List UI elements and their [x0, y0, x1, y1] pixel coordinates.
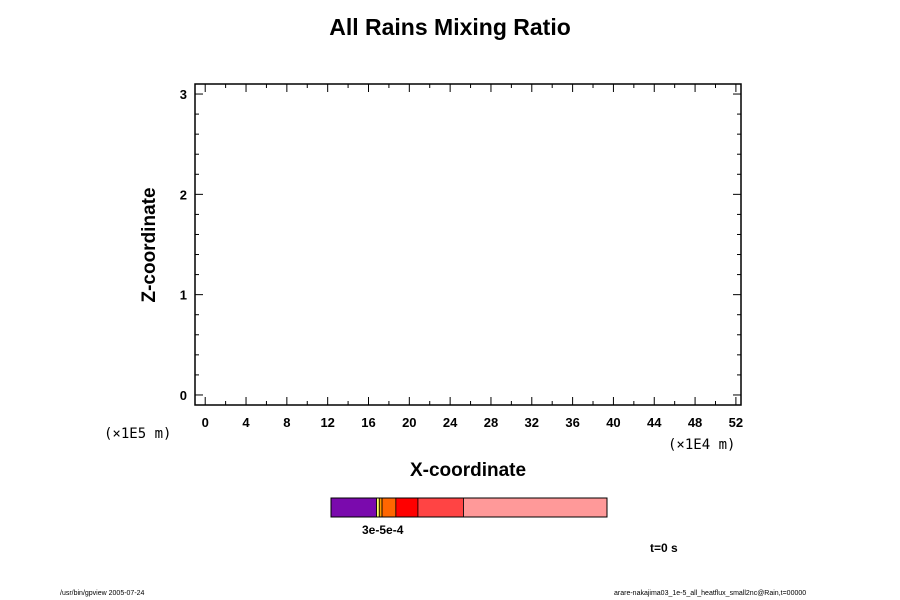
x-tick-label: 40 — [606, 415, 620, 430]
colorbar-segment — [463, 497, 608, 518]
colorbar-segment — [378, 497, 383, 518]
colorbar-segment — [376, 497, 380, 518]
x-tick-label: 28 — [484, 415, 498, 430]
colorbar-segment — [417, 497, 464, 518]
x-axis: 0 4 8 12 16 20 24 28 32 36 40 44 48 52 — [202, 84, 743, 430]
x-tick-label: 52 — [729, 415, 743, 430]
plot-area — [194, 83, 742, 406]
x-tick-label: 12 — [320, 415, 334, 430]
x-tick-label: 4 — [242, 415, 250, 430]
x-axis-label: X-coordinate — [409, 460, 527, 481]
colorbar-label: 3e-5e-4 — [362, 523, 404, 537]
y-axis-label: Z-coordinate — [139, 187, 160, 303]
x-tick-label: 44 — [647, 415, 662, 430]
colorbar — [330, 497, 608, 518]
colorbar-frame — [330, 497, 608, 518]
x-tick-label: 8 — [283, 415, 290, 430]
y-tick-label: 3 — [180, 87, 187, 102]
colorbar-segment — [381, 497, 397, 518]
chart-title: All Rains Mixing Ratio — [329, 14, 571, 40]
x-tick-label: 20 — [402, 415, 416, 430]
y-axis: 0 1 2 3 — [180, 87, 741, 403]
x-tick-label: 0 — [202, 415, 209, 430]
footer-source: arare-nakajima03_1e-5_all_heatflux_small… — [614, 590, 807, 597]
time-annotation: t=0 s — [650, 541, 678, 555]
x-tick-label: 16 — [361, 415, 375, 430]
x-tick-label: 24 — [443, 415, 458, 430]
y-tick-label: 1 — [180, 288, 187, 303]
colorbar-segment — [395, 497, 419, 518]
x-tick-label: 36 — [565, 415, 579, 430]
colorbar-segment — [330, 497, 377, 518]
y-tick-label: 2 — [180, 187, 187, 202]
y-axis-unit: (×1E5 m) — [104, 426, 172, 442]
x-tick-label: 32 — [525, 415, 539, 430]
plot-frame — [194, 83, 742, 406]
x-axis-unit: (×1E4 m) — [668, 437, 736, 453]
y-tick-label: 0 — [180, 388, 187, 403]
footer-command: /usr/bin/gpview 2005-07-24 — [60, 590, 145, 597]
x-tick-label: 48 — [688, 415, 702, 430]
